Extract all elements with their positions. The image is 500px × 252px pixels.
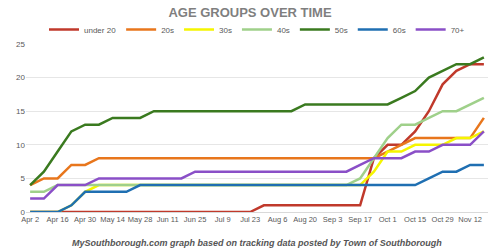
svg-text:5: 5	[21, 174, 26, 183]
svg-text:Jun 25: Jun 25	[184, 215, 207, 224]
svg-text:AGE GROUPS OVER TIME: AGE GROUPS OVER TIME	[168, 5, 332, 20]
svg-text:Jun 11: Jun 11	[157, 215, 179, 224]
svg-text:50s: 50s	[335, 26, 348, 35]
svg-text:Apr 2: Apr 2	[21, 215, 39, 224]
svg-text:May 28: May 28	[128, 215, 153, 224]
svg-text:Sep 17: Sep 17	[348, 215, 372, 224]
svg-text:10: 10	[16, 141, 25, 150]
svg-text:Jul 9: Jul 9	[215, 215, 231, 224]
svg-text:25: 25	[16, 40, 25, 49]
svg-text:60s: 60s	[393, 26, 406, 35]
svg-text:20: 20	[16, 73, 25, 82]
svg-text:30s: 30s	[219, 26, 232, 35]
svg-text:Jul 23: Jul 23	[240, 215, 260, 224]
svg-text:Aug 20: Aug 20	[293, 215, 317, 224]
svg-text:15: 15	[16, 107, 25, 116]
svg-text:under 20: under 20	[84, 26, 116, 35]
svg-text:Sep 3: Sep 3	[323, 215, 343, 224]
svg-text:May 14: May 14	[100, 215, 125, 224]
svg-text:Aug 6: Aug 6	[268, 215, 288, 224]
svg-text:Nov 12: Nov 12	[458, 215, 482, 224]
svg-text:40s: 40s	[277, 26, 290, 35]
svg-text:20s: 20s	[161, 26, 174, 35]
svg-text:70+: 70+	[451, 26, 465, 35]
svg-text:Oct 15: Oct 15	[404, 215, 426, 224]
svg-text:Oct 1: Oct 1	[379, 215, 397, 224]
svg-text:Oct 29: Oct 29	[432, 215, 454, 224]
svg-text:0: 0	[21, 208, 26, 217]
svg-text:Apr 16: Apr 16	[47, 215, 69, 224]
svg-text:Apr 30: Apr 30	[74, 215, 96, 224]
svg-text:MySouthborough.com graph based: MySouthborough.com graph based on tracki…	[72, 238, 442, 248]
